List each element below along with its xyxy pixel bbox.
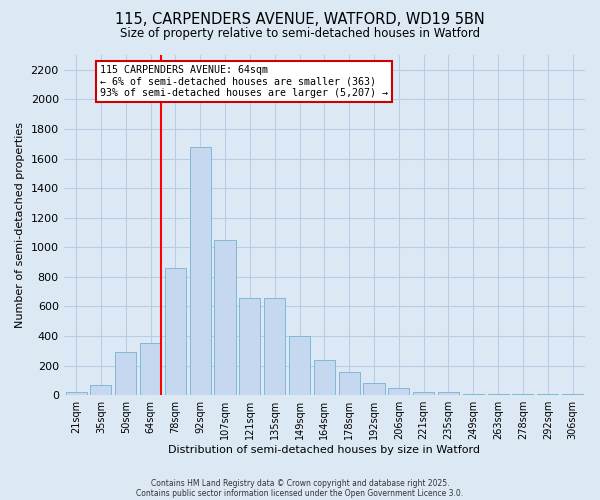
Bar bbox=[537, 394, 559, 395]
X-axis label: Distribution of semi-detached houses by size in Watford: Distribution of semi-detached houses by … bbox=[169, 445, 481, 455]
Bar bbox=[115, 352, 136, 395]
Bar bbox=[165, 268, 186, 395]
Bar bbox=[91, 385, 112, 395]
Bar bbox=[338, 372, 360, 395]
Bar bbox=[264, 298, 285, 395]
Bar bbox=[488, 394, 509, 395]
Bar bbox=[388, 388, 409, 395]
Bar bbox=[239, 298, 260, 395]
Text: Size of property relative to semi-detached houses in Watford: Size of property relative to semi-detach… bbox=[120, 28, 480, 40]
Bar bbox=[140, 344, 161, 395]
Bar bbox=[413, 392, 434, 395]
Bar bbox=[190, 146, 211, 395]
Y-axis label: Number of semi-detached properties: Number of semi-detached properties bbox=[15, 122, 25, 328]
Bar bbox=[364, 384, 385, 395]
Text: 115 CARPENDERS AVENUE: 64sqm
← 6% of semi-detached houses are smaller (363)
93% : 115 CARPENDERS AVENUE: 64sqm ← 6% of sem… bbox=[100, 65, 388, 98]
Text: Contains HM Land Registry data © Crown copyright and database right 2025.: Contains HM Land Registry data © Crown c… bbox=[151, 478, 449, 488]
Bar bbox=[289, 336, 310, 395]
Text: 115, CARPENDERS AVENUE, WATFORD, WD19 5BN: 115, CARPENDERS AVENUE, WATFORD, WD19 5B… bbox=[115, 12, 485, 28]
Bar bbox=[512, 394, 533, 395]
Bar bbox=[562, 394, 583, 395]
Bar bbox=[438, 392, 459, 395]
Bar bbox=[65, 392, 86, 395]
Bar bbox=[463, 394, 484, 395]
Bar bbox=[214, 240, 236, 395]
Text: Contains public sector information licensed under the Open Government Licence 3.: Contains public sector information licen… bbox=[136, 488, 464, 498]
Bar bbox=[314, 360, 335, 395]
